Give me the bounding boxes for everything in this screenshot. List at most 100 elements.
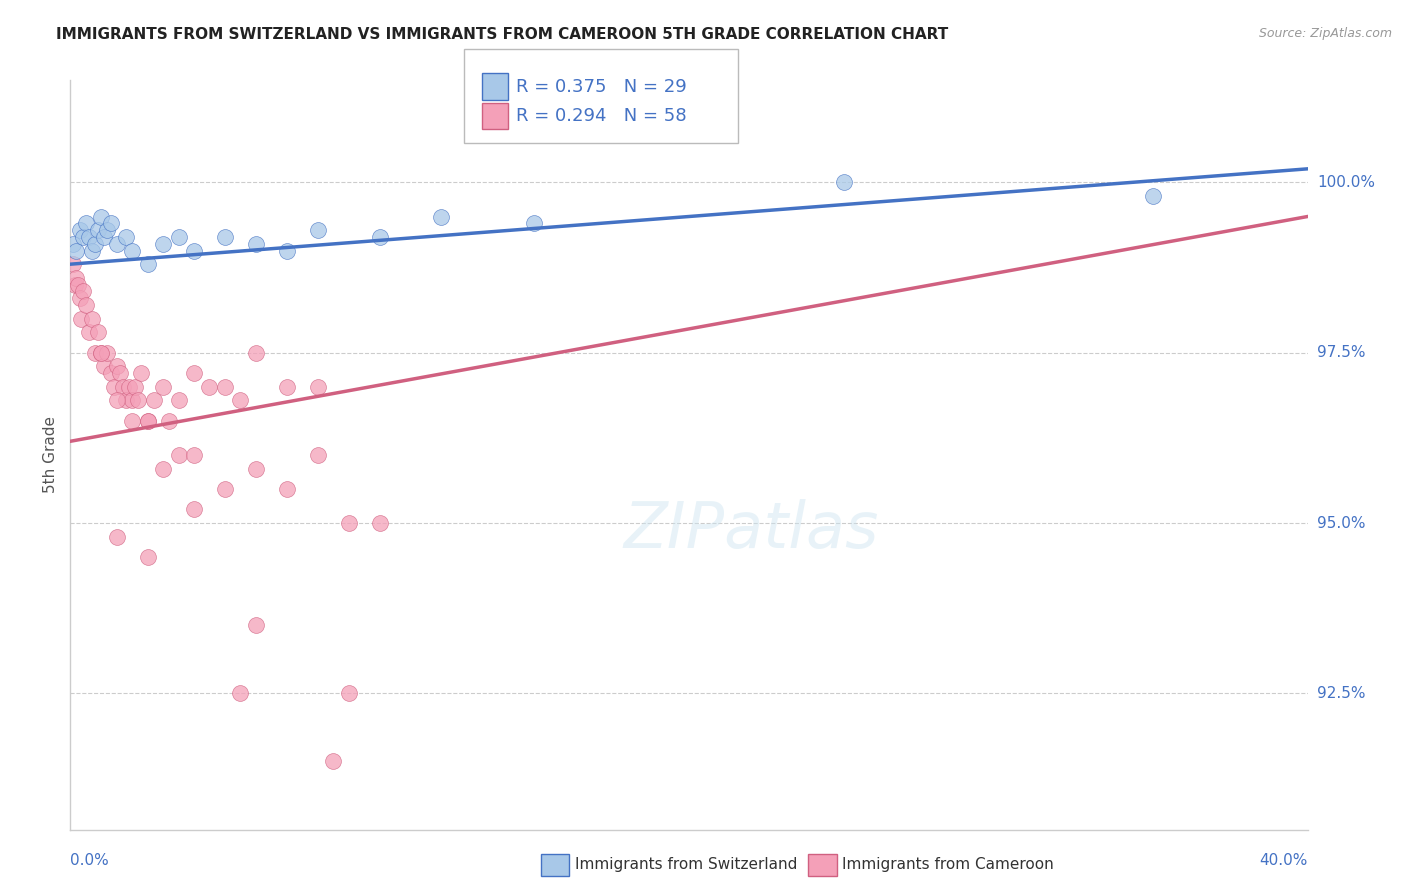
Point [77,326,100,340]
Point [307,223,329,237]
Point [100,216,122,230]
Point [115,230,138,244]
Point [121,393,143,408]
Text: 97.5%: 97.5% [1317,345,1365,360]
Text: IMMIGRANTS FROM SWITZERLAND VS IMMIGRANTS FROM CAMEROON 5TH GRADE CORRELATION CH: IMMIGRANTS FROM SWITZERLAND VS IMMIGRANT… [56,27,949,42]
Point [368,230,391,244]
Point [93,359,115,374]
Point [1142,189,1164,203]
Point [214,230,236,244]
Point [214,482,236,496]
Point [87,326,110,340]
Point [124,380,146,394]
Point [229,686,252,700]
Point [70,311,93,326]
Point [65,270,87,285]
Point [105,530,128,544]
Point [96,345,118,359]
Point [90,210,112,224]
Point [75,216,97,230]
Point [100,366,122,380]
Text: 40.0%: 40.0% [1260,854,1308,869]
Point [307,380,329,394]
Point [167,230,190,244]
Point [121,414,143,428]
Text: 0.0%: 0.0% [70,854,110,869]
Point [62,236,84,251]
Point [90,345,112,359]
Point [69,291,91,305]
Point [105,359,128,374]
Point [245,345,267,359]
Point [307,448,329,462]
Point [105,393,128,408]
Point [118,380,141,394]
Point [245,461,267,475]
Point [136,550,159,565]
Point [152,236,174,251]
Point [131,366,153,380]
Point [183,502,205,516]
Point [276,380,298,394]
Point [65,244,87,258]
Point [115,393,138,408]
Point [111,380,134,394]
Point [142,393,165,408]
Point [87,223,110,237]
Point [93,230,115,244]
Point [152,380,174,394]
Point [245,618,267,632]
Point [84,236,107,251]
Text: R = 0.294   N = 58: R = 0.294 N = 58 [516,107,686,125]
Text: 92.5%: 92.5% [1317,686,1365,701]
Point [121,244,143,258]
Point [183,244,205,258]
Point [96,223,118,237]
Point [108,366,131,380]
Point [276,244,298,258]
Point [80,311,103,326]
Point [229,393,252,408]
Point [80,244,103,258]
Point [136,414,159,428]
Point [72,230,94,244]
Point [127,393,149,408]
Point [67,277,90,292]
Point [63,277,86,292]
Point [337,686,360,700]
Text: ZIPatlas: ZIPatlas [623,499,879,561]
Point [337,516,360,530]
Point [69,223,91,237]
Point [62,257,84,271]
Point [183,366,205,380]
Point [77,230,100,244]
Point [157,414,180,428]
Point [84,345,107,359]
Point [75,298,97,312]
Point [105,236,128,251]
Point [183,448,205,462]
Text: 95.0%: 95.0% [1317,516,1365,531]
Text: Immigrants from Cameroon: Immigrants from Cameroon [842,857,1054,871]
Point [90,345,112,359]
Text: Immigrants from Switzerland: Immigrants from Switzerland [575,857,797,871]
Point [103,380,125,394]
Point [72,285,94,299]
Point [198,380,221,394]
Point [136,257,159,271]
Point [245,236,267,251]
Point [832,176,855,190]
Point [322,755,344,769]
Point [167,448,190,462]
Point [430,210,453,224]
Point [214,380,236,394]
Point [136,414,159,428]
Text: R = 0.375   N = 29: R = 0.375 N = 29 [516,78,686,95]
Point [152,461,174,475]
Point [368,516,391,530]
Y-axis label: 5th Grade: 5th Grade [44,417,59,493]
Point [167,393,190,408]
Point [523,216,546,230]
Text: 100.0%: 100.0% [1317,175,1375,190]
Text: Source: ZipAtlas.com: Source: ZipAtlas.com [1258,27,1392,40]
